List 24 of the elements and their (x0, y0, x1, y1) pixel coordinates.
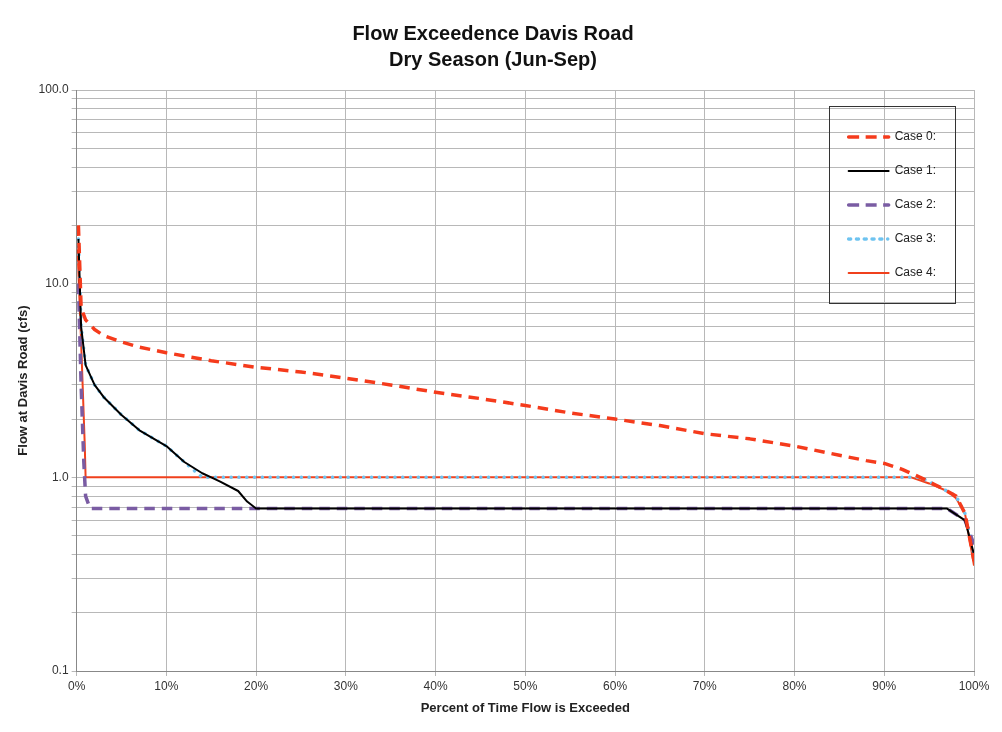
x-tick-label: 0% (67, 678, 86, 693)
y-axis-title: Flow at Davis Road (cfs) (15, 305, 31, 456)
y-tick-label: 0.1 (51, 663, 69, 678)
x-tick-label: 40% (423, 678, 448, 693)
y-tick-label: 1.0 (51, 469, 69, 484)
x-axis-title: Percent of Time Flow is Exceeded (420, 699, 631, 715)
x-tick-label: 100% (958, 678, 990, 693)
legend-label: Case 3: (894, 231, 936, 246)
y-tick-label: 10.0 (45, 275, 69, 290)
x-tick-label: 90% (872, 678, 897, 693)
x-tick-label: 60% (603, 678, 628, 693)
x-tick-label: 20% (244, 678, 269, 693)
legend-label: Case 4: (894, 265, 936, 280)
legend-label: Case 2: (894, 197, 936, 212)
x-tick-label: 50% (513, 678, 538, 693)
x-tick-label: 70% (692, 678, 718, 693)
x-tick-label: 30% (333, 678, 359, 693)
legend-label: Case 1: (894, 163, 936, 178)
y-tick-label: 100.0 (38, 82, 69, 97)
x-tick-label: 10% (154, 678, 179, 693)
x-tick-label: 80% (782, 678, 807, 693)
chart-subtitle: Dry Season (Jun-Sep) (389, 47, 597, 70)
legend-label: Case 0: (894, 129, 936, 144)
chart-title: Flow Exceedence Davis Road (352, 21, 634, 44)
